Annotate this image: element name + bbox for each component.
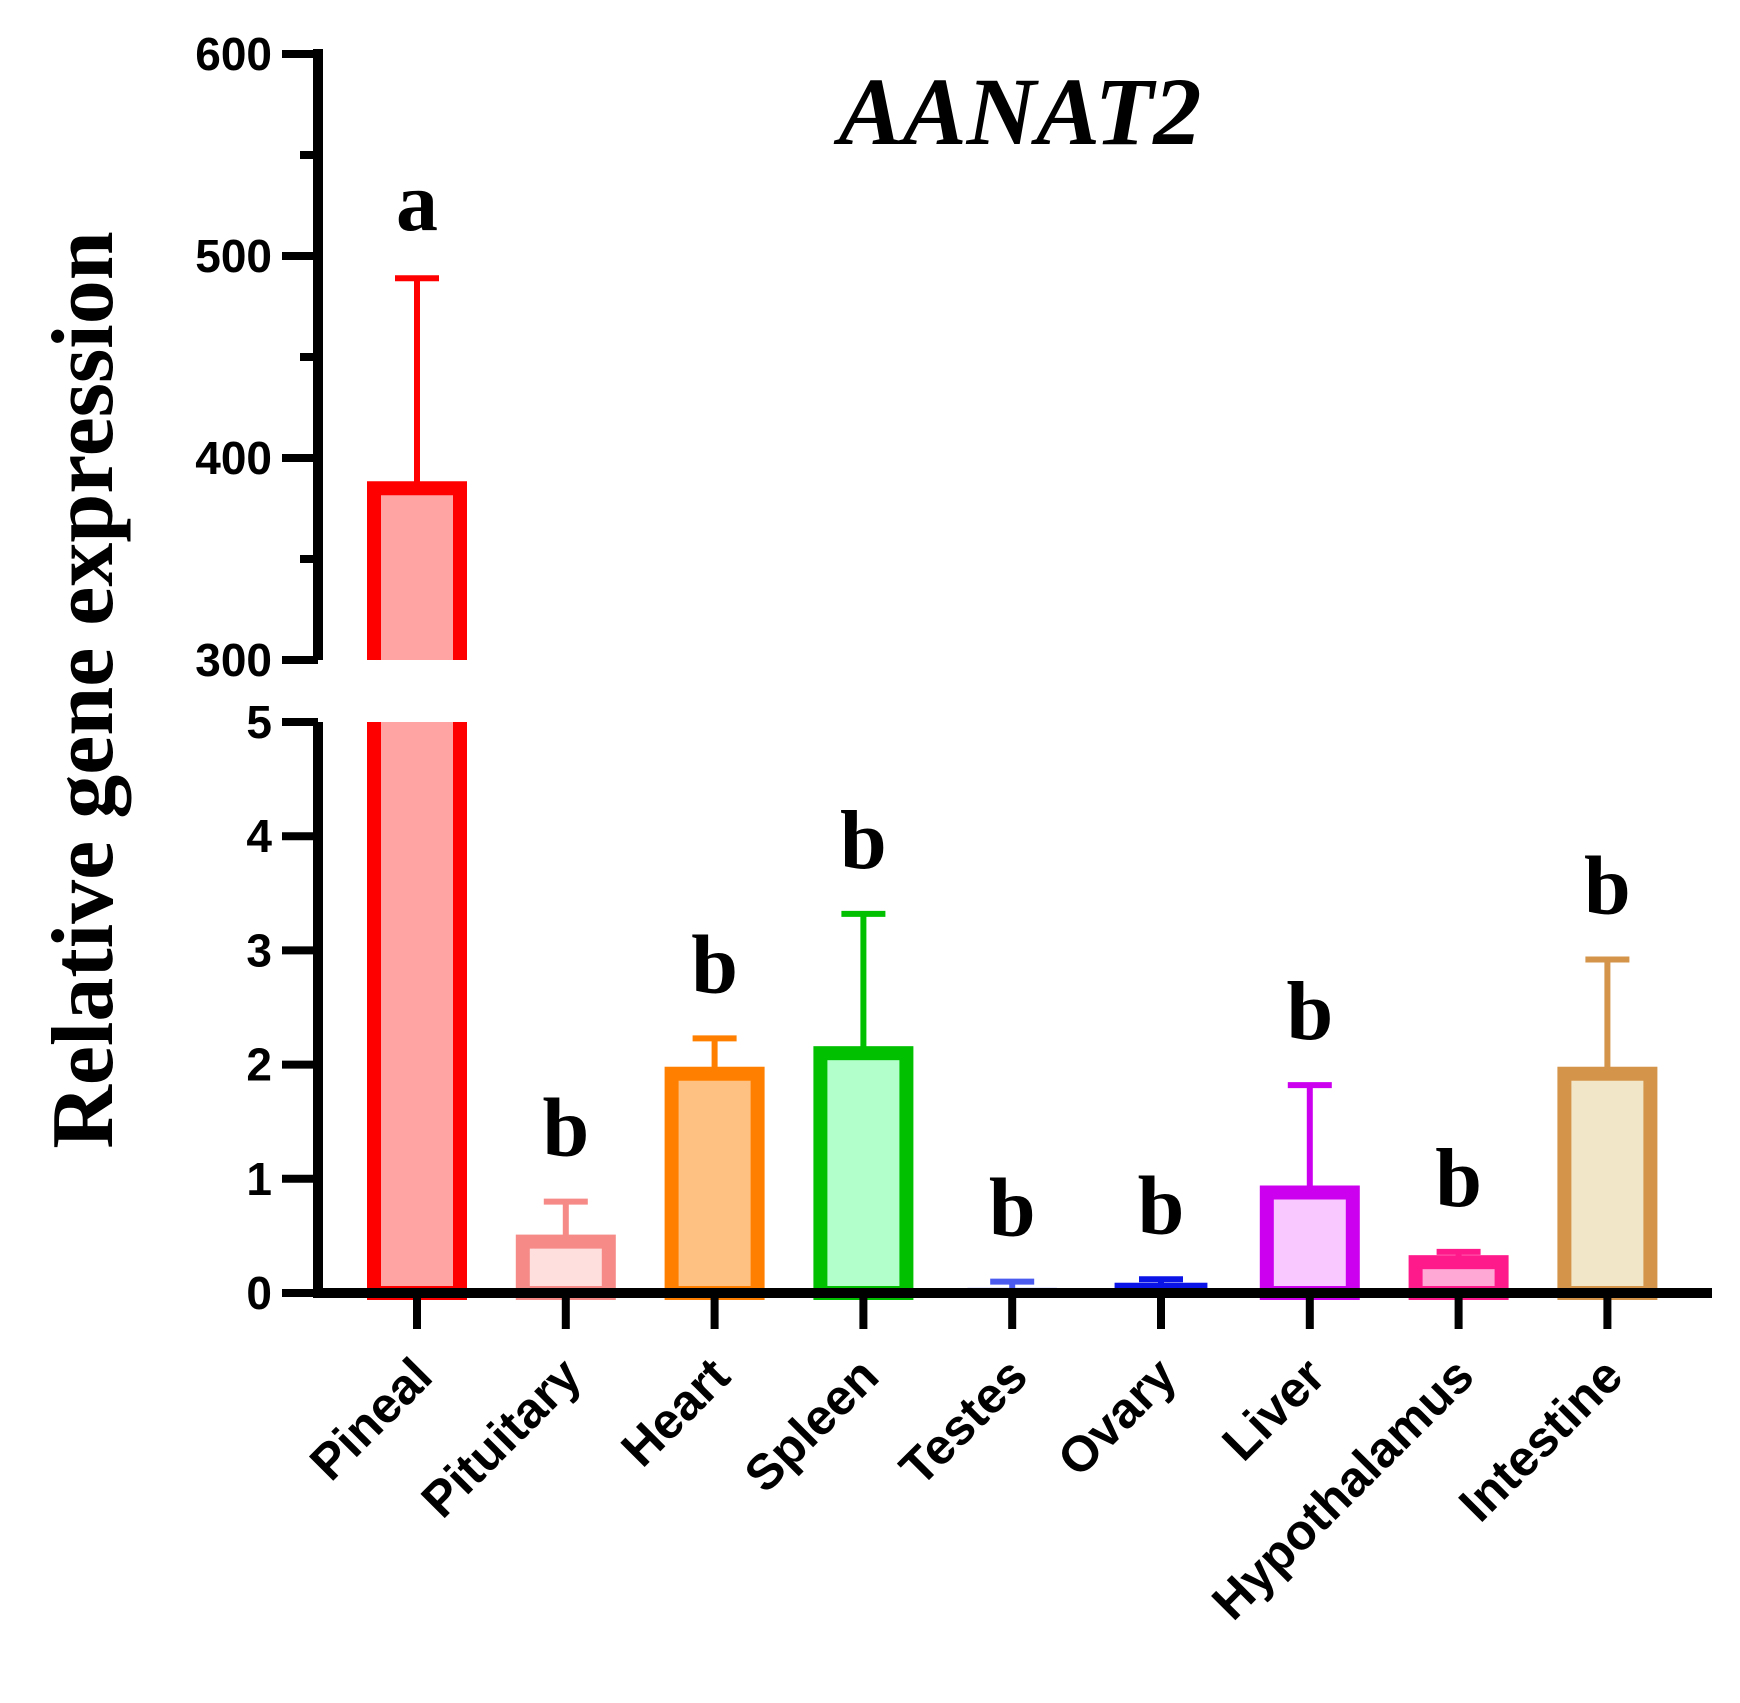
bar-fill-pituitary	[522, 1241, 609, 1293]
y-tick-label-4: 4	[246, 810, 272, 862]
x-tick-label-ovary: Ovary	[1047, 1347, 1187, 1487]
significance-hypothalamus: b	[1435, 1132, 1482, 1225]
bar-fill-intestine	[1564, 1073, 1651, 1293]
bar-fill-liver	[1266, 1192, 1353, 1293]
y-tick-label-500: 500	[195, 230, 272, 282]
bar-fill-pineal-upper	[374, 488, 460, 660]
significance-liver: b	[1286, 965, 1333, 1058]
x-tick-label-spleen: Spleen	[734, 1347, 890, 1503]
y-tick-label-3: 3	[246, 924, 272, 976]
significance-pineal: a	[396, 156, 438, 249]
significance-ovary: b	[1138, 1159, 1185, 1252]
y-tick-label-5: 5	[246, 696, 272, 748]
y-tick-label-400: 400	[195, 432, 272, 484]
x-tick-label-pituitary: Pituitary	[411, 1347, 592, 1528]
x-tick-label-liver: Liver	[1211, 1347, 1335, 1471]
bar-fill-pineal-lower	[374, 722, 460, 1293]
bar-fill-spleen	[820, 1053, 907, 1293]
bar-pineal-upper	[367, 481, 467, 660]
x-tick-label-intestine: Intestine	[1448, 1347, 1633, 1532]
significance-testes: b	[989, 1162, 1036, 1255]
significance-heart: b	[691, 918, 738, 1011]
chart-title: AANAT2	[834, 58, 1202, 165]
y-tick-label-1: 1	[246, 1153, 272, 1205]
significance-pituitary: b	[542, 1082, 589, 1175]
bar-fill-heart	[671, 1073, 758, 1293]
y-tick-label-600: 600	[195, 28, 272, 80]
significance-spleen: b	[840, 794, 887, 887]
y-tick-label-2: 2	[246, 1039, 272, 1091]
significance-intestine: b	[1584, 840, 1631, 933]
x-tick-label-testes: Testes	[889, 1347, 1038, 1496]
x-tick-label-pineal: Pineal	[299, 1347, 443, 1491]
x-tick-label-heart: Heart	[610, 1347, 740, 1477]
y-axis-title: Relative gene expression	[35, 231, 132, 1148]
y-tick-label-300: 300	[195, 634, 272, 686]
x-tick-label-hypothalamus: Hypothalamus	[1201, 1347, 1484, 1630]
y-tick-label-0: 0	[246, 1267, 272, 1319]
